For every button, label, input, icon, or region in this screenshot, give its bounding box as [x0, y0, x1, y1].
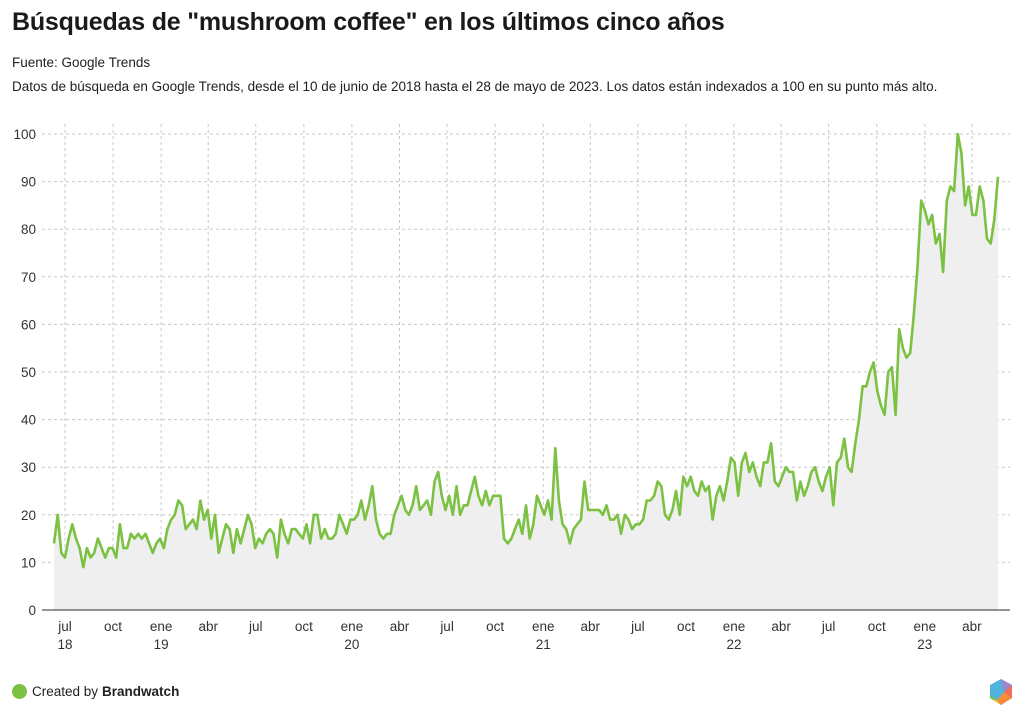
y-tick-label: 20 — [21, 508, 36, 523]
x-tick-month: ene — [532, 619, 555, 634]
x-axis-ticks: jul 18 oct ene 19 abr jul oct ene 20 abr jul oct ene 2… — [57, 619, 982, 652]
x-tick-year: 18 — [57, 637, 72, 652]
x-tick-month: abr — [962, 619, 982, 634]
x-tick-month: jul — [630, 619, 645, 634]
brand-name: Brandwatch — [102, 684, 180, 699]
y-tick-label: 60 — [21, 317, 36, 332]
x-tick-month: abr — [198, 619, 218, 634]
brandwatch-logo-icon — [990, 679, 1012, 705]
created-by-label: Created by — [32, 684, 99, 699]
x-tick-month: oct — [868, 619, 886, 634]
x-tick-month: abr — [390, 619, 410, 634]
x-tick-month: jul — [248, 619, 263, 634]
y-tick-label: 90 — [21, 175, 36, 190]
x-tick-month: jul — [439, 619, 454, 634]
x-tick-year: 22 — [727, 637, 742, 652]
footer-credit: Created by Brandwatch — [12, 684, 179, 699]
chart-description: Datos de búsqueda en Google Trends, desd… — [12, 79, 938, 94]
y-tick-label: 80 — [21, 222, 36, 237]
y-tick-label: 0 — [28, 603, 36, 618]
y-tick-label: 70 — [21, 270, 36, 285]
x-tick-year: 20 — [344, 637, 359, 652]
x-tick-month: ene — [150, 619, 173, 634]
x-tick-month: ene — [723, 619, 746, 634]
chart-title: Búsquedas de "mushroom coffee" en los úl… — [12, 8, 725, 36]
y-tick-label: 50 — [21, 365, 36, 380]
x-tick-year: 21 — [536, 637, 551, 652]
x-tick-month: abr — [771, 619, 791, 634]
chart-source: Fuente: Google Trends — [12, 55, 151, 70]
x-tick-month: ene — [341, 619, 364, 634]
y-axis-ticks: 0 10 20 30 40 50 60 70 80 90 100 — [13, 127, 36, 618]
brand-dot-icon — [12, 684, 27, 699]
x-tick-month: oct — [104, 619, 122, 634]
x-tick-month: ene — [914, 619, 937, 634]
x-tick-month: jul — [57, 619, 72, 634]
y-tick-label: 40 — [21, 413, 36, 428]
x-tick-month: jul — [821, 619, 836, 634]
x-tick-month: oct — [486, 619, 504, 634]
x-tick-month: oct — [295, 619, 313, 634]
x-tick-year: 23 — [917, 637, 932, 652]
series-line — [52, 132, 1000, 569]
x-tick-month: oct — [677, 619, 695, 634]
y-tick-label: 30 — [21, 460, 36, 475]
y-tick-label: 10 — [21, 555, 36, 570]
series-area — [54, 134, 998, 610]
x-tick-month: abr — [581, 619, 601, 634]
y-tick-label: 100 — [13, 127, 36, 142]
x-tick-year: 19 — [154, 637, 169, 652]
